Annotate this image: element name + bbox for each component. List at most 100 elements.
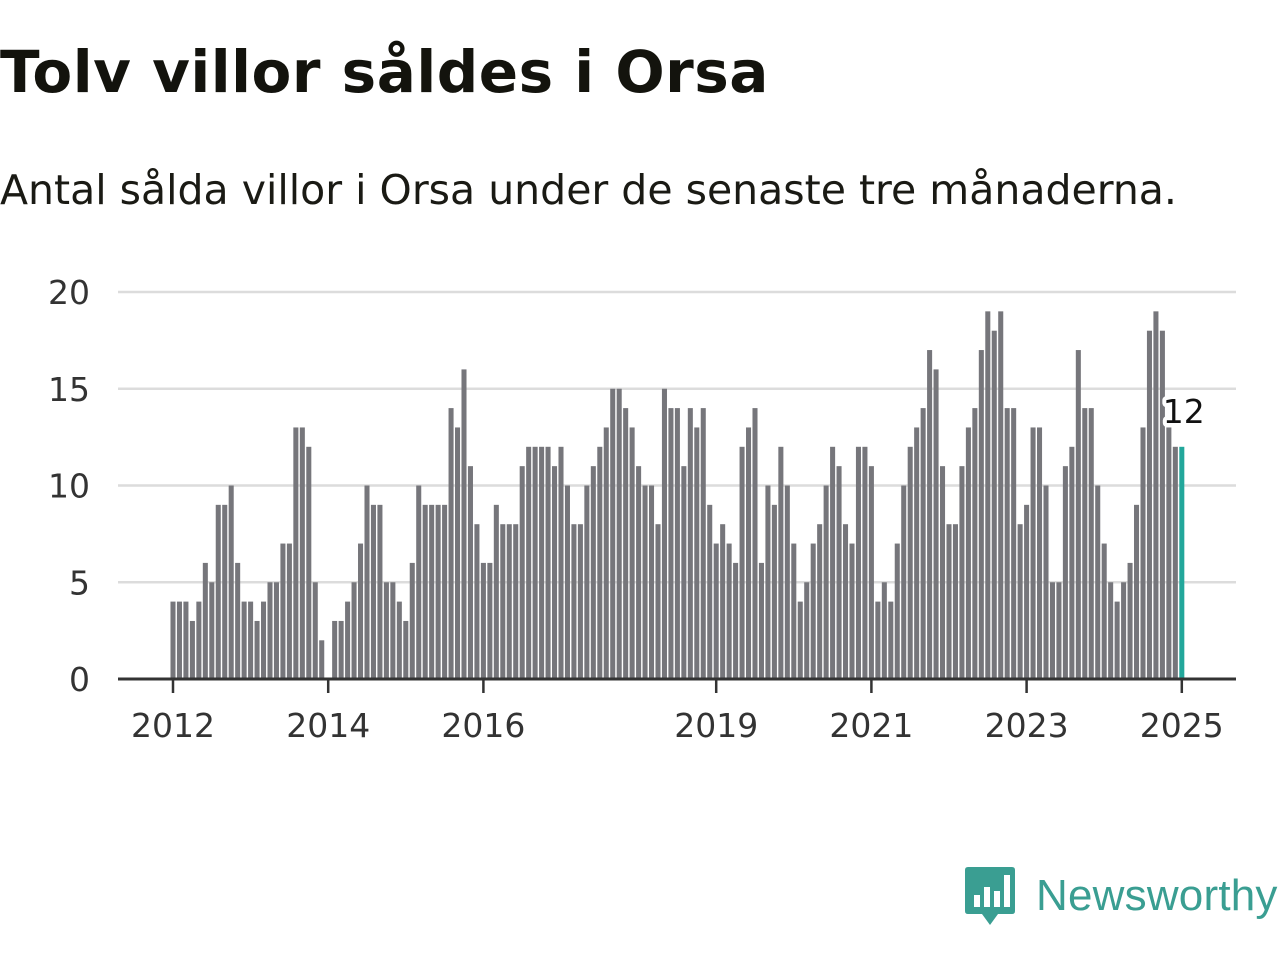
x-tick-label: 2016 (441, 706, 525, 745)
bar (1108, 582, 1114, 679)
bar (1082, 408, 1088, 679)
bar (610, 388, 616, 679)
bar (215, 504, 221, 679)
bar (1037, 427, 1043, 679)
bar (881, 582, 887, 679)
bar (390, 582, 396, 679)
bar (461, 369, 467, 679)
bar (493, 504, 499, 679)
bar (1179, 446, 1185, 679)
newsworthy-bar-chart-logo-icon (965, 867, 1015, 925)
chart-subtitle: Antal sålda villor i Orsa under de senas… (0, 166, 1177, 214)
bar (176, 601, 182, 679)
bar (519, 466, 525, 679)
bar (358, 543, 364, 679)
bar (396, 601, 402, 679)
bar (810, 543, 816, 679)
bar (532, 446, 538, 679)
bar (526, 446, 532, 679)
last-value-callout: 12 (1159, 388, 1209, 435)
bar (545, 446, 551, 679)
bar (1172, 446, 1178, 679)
bar (261, 601, 267, 679)
bar (202, 562, 208, 679)
bar (474, 524, 480, 679)
bar (1011, 408, 1017, 679)
bar (435, 504, 441, 679)
bar (674, 408, 680, 679)
bar (946, 524, 952, 679)
bar (707, 504, 713, 679)
bar (364, 485, 370, 679)
bar (888, 601, 894, 679)
bar (351, 582, 357, 679)
bar (636, 466, 642, 679)
bar (959, 466, 965, 679)
bar (868, 466, 874, 679)
bar (1004, 408, 1010, 679)
x-tick-label: 2012 (131, 706, 215, 745)
bar (1017, 524, 1023, 679)
bar (784, 485, 790, 679)
bar (467, 466, 473, 679)
bar (933, 369, 939, 679)
bar (513, 524, 519, 679)
x-axis-ticks: 2012 2014 2016 2019 2021 2023 2025 (131, 679, 1224, 745)
bar (377, 504, 383, 679)
bar (1166, 427, 1172, 679)
x-tick-label: 2014 (286, 706, 370, 745)
bar (687, 408, 693, 679)
bar (370, 504, 376, 679)
bar (901, 485, 907, 679)
bar (552, 466, 558, 679)
bar (267, 582, 273, 679)
bar (293, 427, 299, 679)
brand-name: Newsworthy (1036, 871, 1278, 920)
bar (1075, 350, 1081, 679)
bar (1127, 562, 1133, 679)
bar (306, 446, 312, 679)
bar (416, 485, 422, 679)
bar (506, 524, 512, 679)
bar (804, 582, 810, 679)
bar (746, 427, 752, 679)
bar (403, 620, 409, 679)
bar (849, 543, 855, 679)
bar (480, 562, 486, 679)
y-tick-label: 20 (48, 273, 90, 312)
bar (1088, 408, 1094, 679)
bar (1140, 427, 1146, 679)
bar (590, 466, 596, 679)
bar (422, 504, 428, 679)
bar (998, 311, 1004, 679)
bar (248, 601, 254, 679)
bar (1121, 582, 1127, 679)
bar (1153, 311, 1159, 679)
bar (823, 485, 829, 679)
bar (209, 582, 215, 679)
bar (726, 543, 732, 679)
bar (771, 504, 777, 679)
bar (1069, 446, 1075, 679)
bar (1159, 330, 1165, 679)
bar (978, 350, 984, 679)
bar (991, 330, 997, 679)
x-tick-label: 2019 (674, 706, 758, 745)
bar (972, 408, 978, 679)
x-tick-label: 2025 (1140, 706, 1224, 745)
bar (797, 601, 803, 679)
bar (817, 524, 823, 679)
bar (952, 524, 958, 679)
bar (597, 446, 603, 679)
bar (700, 408, 706, 679)
y-axis-labels: 0 5 10 15 20 (48, 273, 90, 699)
bar (222, 504, 228, 679)
bar (429, 504, 435, 679)
bar (1114, 601, 1120, 679)
bar (1146, 330, 1152, 679)
bar (455, 427, 461, 679)
bar (862, 446, 868, 679)
bar (629, 427, 635, 679)
bar (661, 388, 667, 679)
bar (616, 388, 622, 679)
